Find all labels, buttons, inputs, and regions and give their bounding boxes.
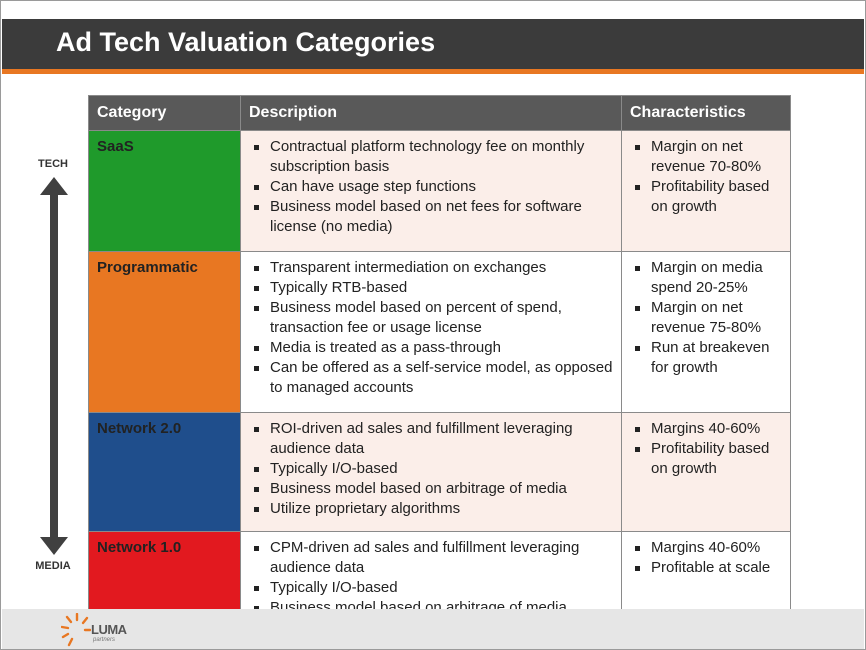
- double-arrow-icon: [40, 177, 68, 555]
- slide-title: Ad Tech Valuation Categories: [56, 27, 436, 57]
- footer-bar: [2, 609, 864, 649]
- list-item: Contractual platform technology fee on m…: [249, 137, 615, 177]
- logo-wordmark: LUMA: [91, 622, 127, 637]
- axis-label-tech: TECH: [38, 158, 68, 170]
- description-cell: Contractual platform technology fee on m…: [240, 130, 622, 252]
- characteristics-cell: Margin on media spend 20-25% Margin on n…: [621, 251, 791, 413]
- list-item: Transparent intermediation on exchanges: [249, 258, 615, 278]
- list-item: Margins 40-60%: [630, 538, 784, 558]
- list-item: Margins 40-60%: [630, 419, 784, 439]
- header-category: Category: [88, 95, 241, 131]
- description-cell: Transparent intermediation on exchanges …: [240, 251, 622, 413]
- list-item: Margin on net revenue 75-80%: [630, 298, 784, 338]
- description-cell: ROI-driven ad sales and fulfillment leve…: [240, 412, 622, 532]
- table-row-network-2: Network 2.0 ROI-driven ad sales and fulf…: [88, 412, 791, 532]
- list-item: Can have usage step functions: [249, 177, 615, 197]
- list-item: Run at breakeven for growth: [630, 338, 784, 378]
- logo-subtext: partners: [93, 637, 116, 643]
- characteristics-cell: Margins 40-60% Profitability based on gr…: [621, 412, 791, 532]
- list-item: Profitable at scale: [630, 558, 784, 578]
- table-row-saas: SaaS Contractual platform technology fee…: [88, 130, 791, 252]
- list-item: Margin on media spend 20-25%: [630, 258, 784, 298]
- title-bar: Ad Tech Valuation Categories: [2, 19, 864, 69]
- table-row-programmatic: Programmatic Transparent intermediation …: [88, 251, 791, 413]
- valuation-table: Category Description Characteristics Saa…: [88, 95, 791, 631]
- title-underline: [2, 69, 864, 74]
- axis-label-media: MEDIA: [35, 560, 71, 572]
- category-cell: Programmatic: [88, 251, 241, 413]
- characteristics-cell: Margin on net revenue 70-80% Profitabili…: [621, 130, 791, 252]
- list-item: Margin on net revenue 70-80%: [630, 137, 784, 177]
- list-item: Profitability based on growth: [630, 177, 784, 217]
- header-description: Description: [240, 95, 622, 131]
- list-item: Typically RTB-based: [249, 278, 615, 298]
- list-item: Profitability based on growth: [630, 439, 784, 479]
- list-item: ROI-driven ad sales and fulfillment leve…: [249, 419, 615, 459]
- list-item: Business model based on net fees for sof…: [249, 197, 615, 237]
- luma-logo-icon: [61, 613, 91, 647]
- list-item: Business model based on percent of spend…: [249, 298, 615, 338]
- list-item: Business model based on arbitrage of med…: [249, 479, 615, 499]
- list-item: Utilize proprietary algorithms: [249, 499, 615, 519]
- category-cell: SaaS: [88, 130, 241, 252]
- category-cell: Network 2.0: [88, 412, 241, 532]
- list-item: CPM-driven ad sales and fulfillment leve…: [249, 538, 615, 578]
- header-characteristics: Characteristics: [621, 95, 791, 131]
- list-item: Typically I/O-based: [249, 459, 615, 479]
- list-item: Media is treated as a pass-through: [249, 338, 615, 358]
- list-item: Typically I/O-based: [249, 578, 615, 598]
- list-item: Can be offered as a self-service model, …: [249, 358, 615, 398]
- table-header-row: Category Description Characteristics: [88, 95, 791, 131]
